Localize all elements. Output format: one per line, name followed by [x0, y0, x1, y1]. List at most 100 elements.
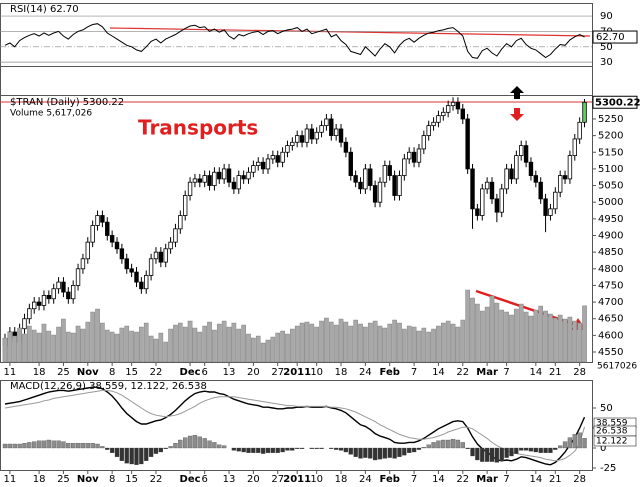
candle-body — [572, 138, 577, 156]
macd-histogram-bar — [577, 432, 582, 449]
macd-histogram-bar — [56, 440, 61, 449]
volume-bar — [567, 316, 573, 363]
rsi-trendline — [109, 27, 591, 37]
candle-body — [168, 241, 173, 250]
candle-body — [114, 241, 120, 250]
candle-body — [329, 118, 334, 137]
volume-bar — [426, 331, 431, 363]
macd-histogram-bar — [109, 447, 115, 453]
candle-body — [309, 128, 315, 140]
price-last-box — [592, 95, 638, 109]
candle-body — [533, 175, 539, 183]
volume-bar — [17, 327, 22, 363]
candle-body — [470, 168, 475, 210]
candle-body — [363, 168, 368, 190]
candle-body — [475, 208, 480, 216]
macd-histogram-bar — [523, 447, 529, 451]
x-tick-label: 7 — [503, 367, 509, 378]
macd-histogram-bar — [178, 439, 183, 449]
volume-bar — [392, 319, 397, 363]
volume-bar — [523, 311, 529, 363]
macd-histogram-bar — [363, 447, 368, 458]
macd-value-label: 26.538 — [596, 427, 628, 437]
macd-histogram-bar — [494, 447, 500, 463]
volume-bar — [158, 332, 164, 363]
volume-bar — [353, 319, 358, 363]
x-tick-label: 25 — [57, 474, 70, 485]
macd-histogram-bar — [80, 443, 86, 449]
macd-histogram-bar — [85, 443, 90, 449]
volume-bar — [31, 329, 37, 363]
macd-histogram-bar — [158, 447, 163, 453]
y-tick-label: 5150 — [598, 147, 623, 158]
candle-body — [382, 165, 388, 183]
volume-bar — [182, 326, 188, 363]
volume-bar — [12, 335, 18, 363]
volume-bar — [294, 325, 300, 363]
volume-bar — [51, 334, 56, 363]
macd-histogram-bar — [553, 447, 558, 450]
macd-histogram-bar — [392, 447, 397, 459]
x-tick-label: 10 — [310, 474, 323, 485]
macd-histogram-bar — [460, 442, 465, 449]
candle-body — [241, 175, 246, 180]
y-tick-label: 4850 — [598, 247, 623, 258]
x-tick-label: Dec — [180, 367, 201, 378]
macd-histogram-bar — [100, 446, 105, 449]
candle-body — [445, 105, 451, 113]
volume-bar — [251, 337, 256, 363]
volume-bar — [562, 318, 568, 363]
volume-bar — [168, 328, 173, 363]
macd-histogram-bar — [450, 439, 456, 449]
candle-body — [577, 121, 582, 140]
macd-label-box — [593, 435, 637, 447]
candle-body — [489, 181, 495, 200]
volume-bar — [494, 302, 500, 363]
volume-bar — [70, 332, 76, 363]
macd-histogram-bar — [377, 447, 383, 460]
candle-body — [75, 268, 81, 286]
candle-body — [353, 175, 358, 183]
volume-bar — [104, 329, 110, 363]
macd-histogram-bar — [572, 434, 577, 449]
candle-body — [148, 258, 154, 276]
candle-body — [314, 131, 319, 140]
candle-body — [80, 258, 86, 270]
candle-body — [319, 125, 324, 133]
macd-histogram-bar — [431, 442, 436, 449]
macd-histogram-bar — [319, 447, 324, 449]
macd-title: MACD(12,26,9) 38.559, 12.122, 26.538 — [10, 381, 207, 392]
volume-bar — [406, 325, 412, 363]
volume-bar — [328, 321, 334, 363]
x-tick-label: 6 — [201, 474, 207, 485]
volume-bar — [582, 305, 587, 363]
macd-histogram-bar — [528, 447, 534, 452]
candle-body — [538, 181, 543, 200]
candle-body — [207, 175, 212, 186]
volume-bar — [333, 324, 339, 363]
candle-body — [450, 101, 456, 107]
candle-body — [22, 318, 27, 330]
volume-last-label: 5617026 — [597, 362, 637, 372]
macd-histogram-bar — [538, 447, 543, 453]
volume-bar — [124, 325, 130, 363]
volume-bar — [143, 322, 149, 363]
candle-body — [95, 215, 100, 226]
candle-body — [338, 128, 344, 143]
volume-bar — [377, 325, 383, 363]
volume-bar — [226, 326, 232, 363]
volume-bar — [95, 308, 100, 363]
macd-histogram-bar — [387, 447, 392, 458]
volume-bar — [255, 335, 261, 363]
macd-histogram-bar — [567, 437, 573, 449]
candle-body — [407, 151, 412, 160]
candle-body — [368, 168, 373, 186]
candle-body — [51, 288, 56, 300]
macd-histogram-bar — [299, 447, 305, 449]
candle-body — [158, 251, 164, 263]
macd-histogram-bar — [397, 447, 402, 457]
volume-bar — [139, 326, 144, 363]
x-tick-label: 27 — [271, 474, 284, 485]
